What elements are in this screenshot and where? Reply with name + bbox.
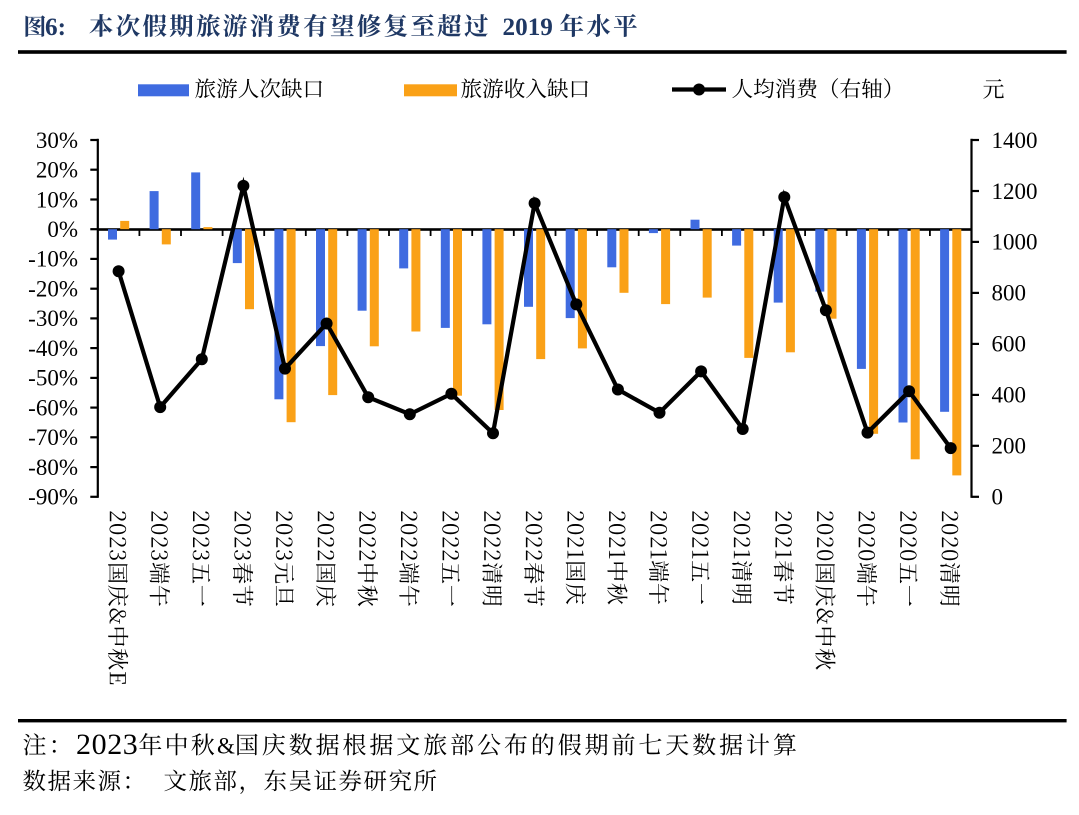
svg-text:0%: 0% (47, 217, 78, 242)
svg-text:-30%: -30% (28, 306, 78, 331)
svg-text:-70%: -70% (28, 425, 78, 450)
svg-text:600: 600 (992, 332, 1027, 357)
svg-text:200: 200 (992, 434, 1027, 459)
svg-text:20%: 20% (36, 158, 78, 183)
svg-text:1000: 1000 (992, 230, 1038, 255)
svg-text:-80%: -80% (28, 455, 78, 480)
svg-text:2019: 2019 (503, 14, 553, 41)
svg-text:800: 800 (992, 281, 1027, 306)
svg-text:2023: 2023 (76, 728, 138, 761)
svg-text:6:: 6: (45, 14, 66, 41)
svg-text:-90%: -90% (28, 485, 78, 510)
svg-text:-10%: -10% (28, 247, 78, 272)
svg-text:-20%: -20% (28, 277, 78, 302)
svg-text:10%: 10% (36, 187, 78, 212)
svg-text:0: 0 (992, 485, 1004, 510)
svg-text:400: 400 (992, 383, 1027, 408)
svg-text:30%: 30% (36, 128, 78, 153)
svg-text:-50%: -50% (28, 366, 78, 391)
svg-text:1200: 1200 (992, 179, 1038, 204)
svg-text:-40%: -40% (28, 336, 78, 361)
svg-text:&: & (217, 734, 235, 759)
svg-text:1400: 1400 (992, 128, 1038, 153)
svg-text:-60%: -60% (28, 395, 78, 420)
